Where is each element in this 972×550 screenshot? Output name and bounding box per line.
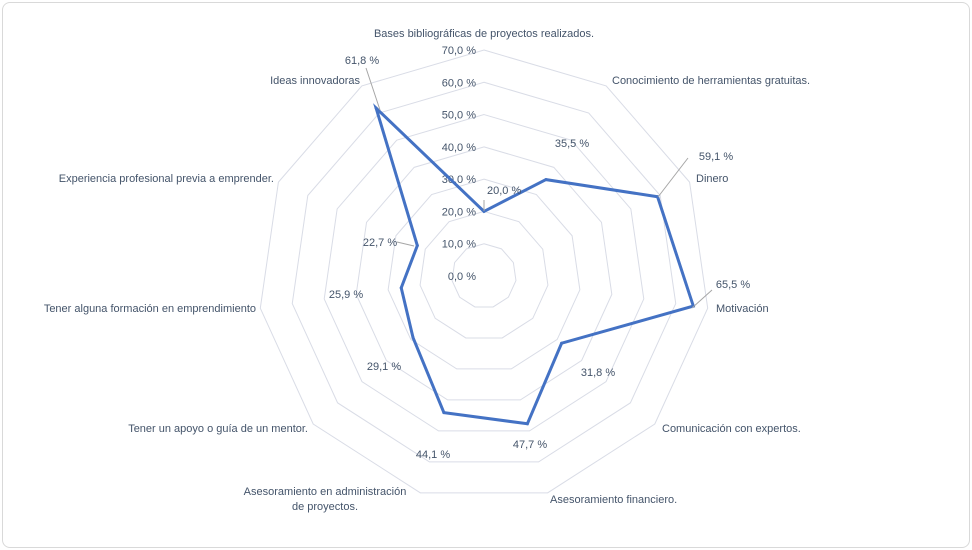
grid-ring (451, 243, 517, 308)
grid-ring (419, 210, 549, 339)
leader-line (365, 67, 381, 111)
leader-line (657, 157, 689, 198)
category-label: Asesoramiento en administración de proyec… (244, 486, 407, 513)
category-label: Dinero (696, 173, 728, 185)
data-label: 20,0 % (487, 185, 521, 197)
data-point (399, 286, 403, 290)
tick-label: 40,0 % (442, 142, 476, 154)
tick-label: 30,0 % (442, 174, 476, 186)
data-label: 31,8 % (581, 367, 615, 379)
category-label: Motivación (716, 303, 769, 315)
grid-ring (387, 178, 581, 370)
data-point (544, 178, 548, 182)
category-label: Bases bibliográficas de proyectos realiz… (374, 28, 594, 40)
data-label: 44,1 % (416, 449, 450, 461)
data-label: 47,7 % (513, 439, 547, 451)
data-label: 59,1 % (699, 151, 733, 163)
leader-line (691, 289, 713, 309)
data-point (442, 411, 446, 415)
category-label: Asesoramiento financiero. (550, 494, 677, 506)
grid-ring (259, 49, 709, 494)
data-point (415, 244, 419, 248)
data-label: 22,7 % (363, 237, 397, 249)
data-label: 25,9 % (329, 289, 363, 301)
data-point (411, 336, 415, 340)
data-point (560, 341, 564, 345)
tick-label: 50,0 % (442, 110, 476, 122)
tick-label: 0,0 % (448, 271, 476, 283)
data-point (482, 209, 486, 213)
data-point (525, 422, 529, 426)
grid-ring (355, 146, 613, 401)
data-label: 61,8 % (345, 55, 379, 67)
data-label: 65,5 % (716, 279, 750, 291)
leader-line (396, 241, 415, 247)
tick-label: 10,0 % (442, 239, 476, 251)
tick-label: 60,0 % (442, 77, 476, 89)
grid-ring (323, 114, 645, 432)
data-series-line (373, 103, 696, 426)
data-point (374, 106, 378, 110)
category-label: Experiencia profesional previa a emprend… (59, 173, 274, 185)
category-label: Comunicación con expertos. (662, 423, 801, 435)
category-label: Ideas innovadoras (270, 75, 360, 87)
data-label: 35,5 % (555, 138, 589, 150)
category-label: Tener alguna formación en emprendimiento (44, 303, 256, 315)
category-label: Tener un apoyo o guía de un mentor. (128, 423, 308, 435)
data-label: 29,1 % (367, 361, 401, 373)
tick-label: 70,0 % (442, 45, 476, 57)
tick-label: 20,0 % (442, 206, 476, 218)
grid-ring (291, 81, 677, 463)
category-label: Conocimiento de herramientas gratuitas. (612, 75, 810, 87)
